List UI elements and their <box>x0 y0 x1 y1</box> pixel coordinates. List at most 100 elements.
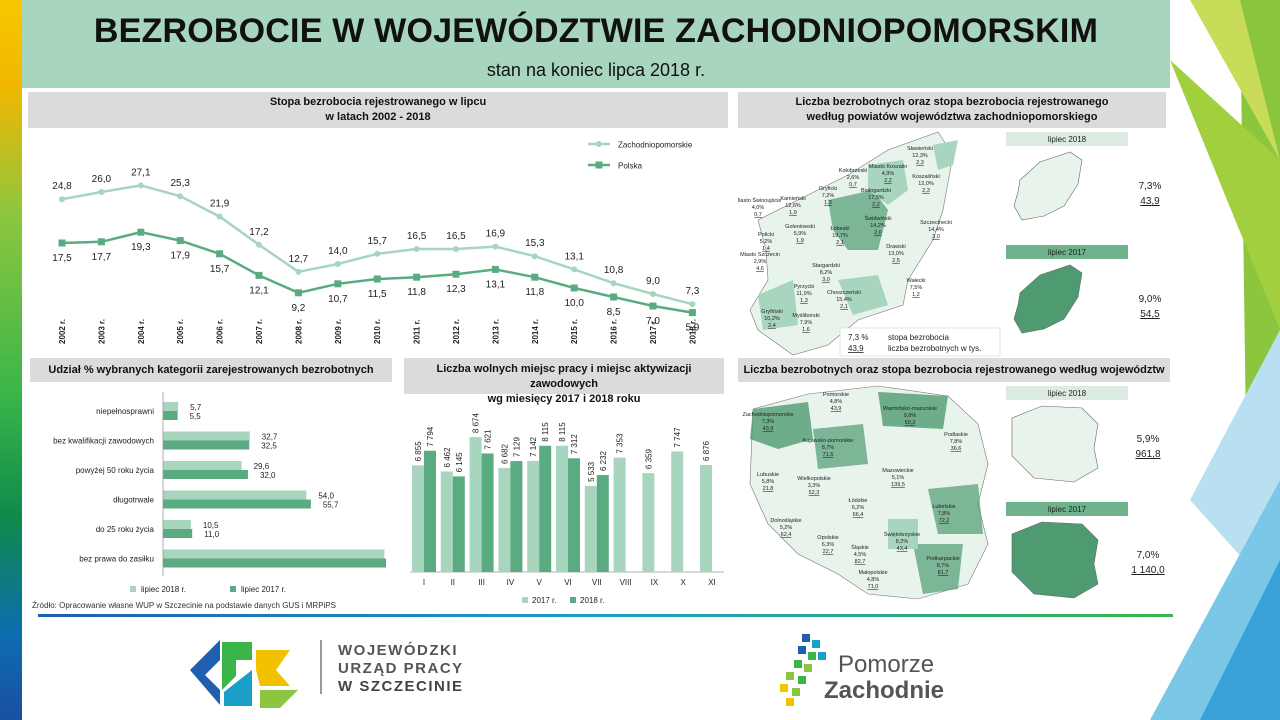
hbar-1-2 <box>163 470 248 479</box>
region-rate: 3,3% <box>808 483 821 489</box>
point-pl-13 <box>570 284 578 292</box>
powiat-count: 1,4 <box>762 246 770 252</box>
value-label: 32,0 <box>260 471 276 480</box>
line-chart: 24,8 26,0 27,1 25,3 21,9 17,2 12,7 14,0 15,7 16,5… <box>52 141 700 345</box>
powiat-label: Gryficki <box>819 186 837 192</box>
point-pl-7 <box>334 280 342 288</box>
x-tick-label: 2011 r. <box>413 320 422 344</box>
inset-header-label: lipiec 2017 <box>1048 248 1087 257</box>
hbar-1-4 <box>163 529 193 538</box>
inset-count: 961,8 <box>1135 449 1160 460</box>
value-label: 11,5 <box>368 289 387 300</box>
region-rate: 5,8% <box>762 479 775 485</box>
x-tick-label: 2010 r. <box>373 319 382 344</box>
region-label: Zachodniopomorskie <box>742 412 793 418</box>
value-label: 55,7 <box>323 501 339 510</box>
inset-count: 1 140,0 <box>1131 565 1165 576</box>
powiat-count: 1,2 <box>912 292 920 298</box>
value-label: 8 115 <box>558 422 567 442</box>
x-tick-label: VII <box>592 578 602 587</box>
powiat-rate: 5,2% <box>760 239 773 245</box>
inset-header-bg <box>1006 245 1128 259</box>
powiat-count: 3,0 <box>932 234 940 240</box>
vbar-0-10 <box>700 465 712 572</box>
value-label: 7,3 <box>685 286 699 297</box>
x-tick-label: IX <box>651 578 659 587</box>
powiat-label: Miasto Koszalin <box>869 164 908 170</box>
value-label: 7,0 <box>646 316 660 327</box>
point-zp-6 <box>295 268 302 275</box>
powiat-count: 2,0 <box>874 230 882 236</box>
hbar-0-3 <box>163 490 307 500</box>
x-tick-label: 2003 r. <box>97 319 106 344</box>
region-label: Łódzkie <box>849 498 868 504</box>
value-label: 6 876 <box>702 440 711 461</box>
region-count: 52,3 <box>809 490 820 496</box>
value-label: 8,5 <box>607 307 621 318</box>
region-rate: 6,2% <box>852 505 865 511</box>
inset-rate: 9,0% <box>1139 294 1162 305</box>
point-pl-9 <box>413 273 421 281</box>
x-tick-label: 2008 r. <box>294 319 303 344</box>
category-label: powyżej 50 roku życia <box>76 466 155 475</box>
value-label: 10,7 <box>328 294 348 305</box>
value-label: 8 674 <box>472 413 481 434</box>
powiat-count: 2,4 <box>768 323 776 329</box>
powiat-label: Łobeski <box>831 226 850 232</box>
point-pl-14 <box>610 293 618 301</box>
vbar-0-4 <box>527 460 540 572</box>
poland-map: Zachodniopomorskie7,3%43,9Pomorskie4,8%4… <box>742 385 1165 600</box>
vbar-0-0 <box>412 465 424 572</box>
point-zp-13 <box>571 266 578 273</box>
wup-logo-line3: W SZCZECINIE <box>338 678 464 695</box>
powiat-count: 2,3 <box>916 160 924 166</box>
point-pl-5 <box>255 271 263 279</box>
point-zp-16 <box>689 301 696 308</box>
powiat-rate: 12,0% <box>918 181 934 187</box>
powiat-rate: 14,2% <box>870 223 886 229</box>
hbar-1-0 <box>163 411 178 420</box>
legend-label: 2017 r. <box>532 596 556 605</box>
point-pl-11 <box>491 265 499 273</box>
region-count: 71,0 <box>868 584 879 590</box>
powiat-label: Miasto Świnoujście <box>738 196 781 204</box>
value-label: 15,3 <box>525 238 545 249</box>
powiat-rate: 7,5% <box>910 285 923 291</box>
value-label: 5,9 <box>685 323 699 334</box>
value-label: 7 621 <box>484 429 493 450</box>
vbar-0-8 <box>642 473 655 572</box>
point-zp-12 <box>531 253 538 260</box>
value-label: 17,7 <box>92 252 112 263</box>
point-pl-6 <box>294 289 302 297</box>
region-dark-kujawsko <box>813 424 868 469</box>
powiat-label: Szczecinecki <box>920 220 952 226</box>
region-dark-lubelskie <box>928 484 983 534</box>
point-zp-14 <box>610 280 617 287</box>
legend-label: lipiec 2018 r. <box>141 585 186 594</box>
value-label: 32,5 <box>261 442 277 451</box>
powiat-label: Gryfiński <box>761 309 782 315</box>
inset-header-label: lipiec 2018 <box>1048 135 1087 144</box>
header-band <box>22 0 1170 88</box>
x-tick-label: IV <box>507 578 515 587</box>
inset-map-shape <box>1013 151 1083 221</box>
x-tick-label: 2006 r. <box>216 319 225 344</box>
point-pl-8 <box>373 275 381 283</box>
value-label: 16,5 <box>407 231 427 242</box>
region-label: Kujawsko-pomorskie <box>803 438 854 444</box>
value-label: 7 129 <box>512 437 521 458</box>
powiat-rate: 4,9% <box>882 171 895 177</box>
powiat-label: Wałecki <box>906 278 925 284</box>
point-pl-0 <box>58 239 66 247</box>
pomorze-logo-icon <box>780 634 826 706</box>
value-label: 6 145 <box>455 452 464 473</box>
vbar-1-6 <box>596 475 609 572</box>
vbar-1-2 <box>481 453 494 572</box>
powiat-count: 2,1 <box>836 240 844 246</box>
x-tick-label: VIII <box>620 578 632 587</box>
powiat-label: Kołobrzeski <box>839 168 867 174</box>
point-pl-15 <box>649 302 657 310</box>
value-label: 17,2 <box>249 227 269 238</box>
